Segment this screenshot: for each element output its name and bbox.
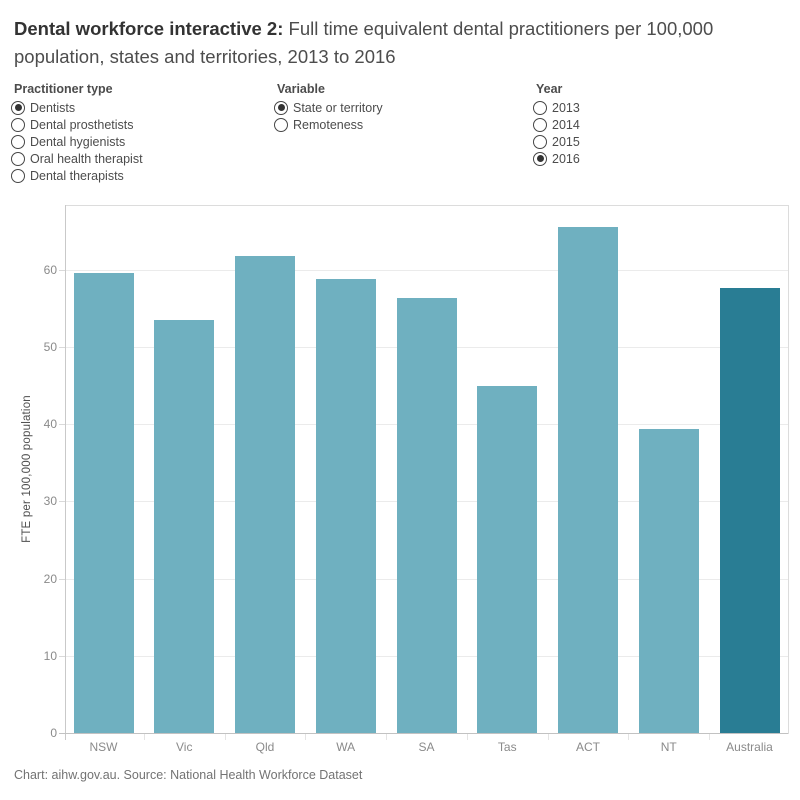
radio-button-icon[interactable] — [11, 100, 25, 115]
x-axis-line — [59, 733, 788, 734]
radio-button-icon[interactable] — [274, 100, 288, 115]
y-tick-label: 40 — [43, 417, 57, 431]
radio-option-label: Remoteness — [293, 117, 364, 132]
parameter-controls: Practitioner type Dentists Dental prosthet… — [0, 82, 800, 194]
bar-sa[interactable] — [396, 298, 457, 733]
x-axis-label[interactable]: SA — [418, 740, 435, 754]
bar-nsw[interactable] — [73, 272, 134, 733]
category-divider-tick — [709, 734, 711, 740]
radio-option-dentists[interactable]: Dentists — [11, 99, 143, 116]
category-divider-tick — [224, 734, 226, 740]
radio-button-icon[interactable] — [274, 117, 288, 132]
y-tick-label: 20 — [43, 572, 57, 586]
radio-button-icon[interactable] — [533, 117, 547, 132]
radio-selected-dot — [277, 104, 285, 111]
radio-option-label: 2013 — [552, 100, 580, 115]
radio-group-practitioner-type: Practitioner type Dentists Dental prosthet… — [11, 82, 143, 184]
bar-wa[interactable] — [315, 279, 376, 733]
x-axis-label[interactable]: Qld — [255, 740, 275, 754]
radio-group-label: Year — [536, 82, 563, 96]
radio-option-label: 2016 — [552, 151, 580, 166]
y-tick — [59, 270, 65, 271]
x-axis-label[interactable]: Australia — [726, 740, 773, 754]
bar-vic[interactable] — [154, 320, 215, 733]
radio-option-label: Dental therapists — [30, 168, 124, 183]
y-tick-label: 50 — [43, 340, 57, 354]
radio-option-2016[interactable]: 2016 — [533, 150, 580, 167]
plot-area — [65, 205, 789, 734]
radio-option-label: 2015 — [552, 134, 580, 149]
radio-option-dental-therapists[interactable]: Dental therapists — [11, 167, 143, 184]
radio-option-label: Oral health therapist — [30, 151, 143, 166]
radio-option-label: Dentists — [30, 100, 76, 115]
radio-option-oral-health-therapist[interactable]: Oral health therapist — [11, 150, 143, 167]
x-axis-label[interactable]: NT — [660, 740, 677, 754]
category-divider-tick — [386, 734, 388, 740]
category-divider-tick — [305, 734, 307, 740]
radio-option-label: 2014 — [552, 117, 580, 132]
x-axis-label[interactable]: WA — [336, 740, 356, 754]
category-divider-tick — [143, 734, 145, 740]
bar-tas[interactable] — [477, 386, 538, 733]
y-tick — [59, 424, 65, 425]
y-tick — [59, 579, 65, 580]
y-tick — [59, 347, 65, 348]
radio-option-label: Dental hygienists — [30, 134, 126, 149]
radio-group-label: Variable — [277, 82, 325, 96]
y-tick-label: 0 — [50, 726, 57, 740]
radio-option-label: Dental prosthetists — [30, 117, 134, 132]
radio-option-dental-prosthetists[interactable]: Dental prosthetists — [11, 116, 143, 133]
x-axis-label[interactable]: Vic — [176, 740, 193, 754]
bar-nt[interactable] — [638, 428, 699, 733]
radio-option-2013[interactable]: 2013 — [533, 99, 580, 116]
radio-button-icon[interactable] — [11, 151, 25, 166]
bar-qld[interactable] — [235, 255, 295, 733]
x-axis-label[interactable]: Tas — [497, 740, 517, 754]
y-tick-label: 60 — [43, 263, 57, 277]
category-divider-tick — [628, 734, 630, 740]
radio-group-variable: Variable State or territory Remoteness — [274, 82, 383, 133]
source-caption: Chart: aihw.gov.au. Source: National Hea… — [14, 768, 363, 782]
y-tick-label: 30 — [43, 494, 57, 508]
y-tick — [59, 501, 65, 502]
radio-button-icon[interactable] — [533, 134, 547, 149]
radio-selected-dot — [536, 155, 544, 162]
y-tick — [59, 656, 65, 657]
gridline — [66, 270, 788, 271]
radio-option-remoteness[interactable]: Remoteness — [274, 116, 383, 133]
radio-button-icon[interactable] — [533, 100, 547, 115]
title-subtitle: Full time equivalent dental practitioner… — [14, 18, 714, 67]
category-divider-tick — [466, 734, 468, 740]
x-axis-label[interactable]: ACT — [576, 740, 600, 754]
radio-option-label: State or territory — [293, 100, 383, 115]
radio-option-2015[interactable]: 2015 — [533, 133, 580, 150]
radio-group-year: Year 2013 2014 2015 2016 — [533, 82, 580, 167]
y-axis-line — [65, 205, 66, 740]
page-title: Dental workforce interactive 2: Full tim… — [14, 15, 772, 70]
radio-option-state-or-territory[interactable]: State or territory — [274, 99, 383, 116]
radio-option-2014[interactable]: 2014 — [533, 116, 580, 133]
category-divider-tick — [547, 734, 549, 740]
radio-button-icon[interactable] — [533, 151, 547, 166]
radio-button-icon[interactable] — [11, 117, 25, 132]
radio-selected-dot — [14, 104, 22, 111]
radio-button-icon[interactable] — [11, 168, 25, 183]
radio-button-icon[interactable] — [11, 134, 25, 149]
bar-australia[interactable] — [719, 287, 780, 733]
radio-option-dental-hygienists[interactable]: Dental hygienists — [11, 133, 143, 150]
title-bold: Dental workforce interactive 2: — [14, 18, 284, 39]
x-axis-label[interactable]: NSW — [89, 740, 118, 754]
y-tick-label: 10 — [43, 649, 57, 663]
radio-group-label: Practitioner type — [14, 82, 113, 96]
bar-act[interactable] — [558, 226, 618, 733]
